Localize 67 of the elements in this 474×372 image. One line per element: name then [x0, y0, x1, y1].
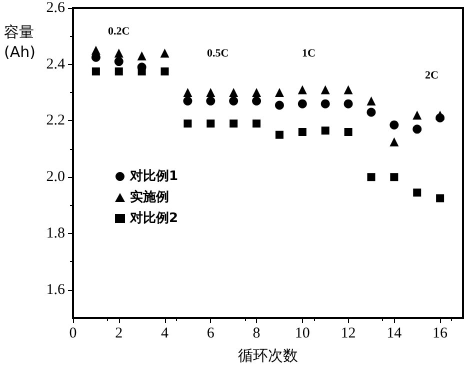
x-tick-label: 16 — [432, 326, 448, 342]
point — [320, 85, 330, 94]
legend-label: 对比例2 — [129, 211, 178, 226]
point — [298, 99, 307, 108]
legend-label: 对比例1 — [129, 169, 178, 184]
point — [344, 85, 353, 94]
point — [274, 88, 284, 98]
point — [321, 126, 330, 135]
point — [320, 99, 330, 108]
y-tick-label: 1.6 — [46, 282, 66, 298]
x-tick-label: 12 — [340, 326, 356, 342]
point — [436, 194, 444, 202]
point — [274, 100, 284, 110]
y-tick-label: 1.8 — [46, 225, 65, 242]
annotation: 1C — [302, 48, 316, 60]
point — [229, 88, 238, 98]
point — [412, 124, 422, 134]
point — [252, 96, 262, 106]
point — [160, 48, 170, 58]
point — [298, 128, 306, 136]
point — [160, 67, 169, 76]
point — [184, 120, 192, 128]
point — [206, 120, 215, 128]
legend-label: 实施例 — [130, 189, 169, 205]
point — [229, 96, 238, 106]
point — [298, 85, 307, 94]
x-tick-label: 4 — [161, 326, 170, 342]
point — [390, 120, 399, 130]
point — [206, 96, 216, 106]
point — [114, 48, 124, 58]
point — [413, 188, 422, 197]
x-tick-label: 8 — [252, 326, 260, 342]
x-tick-label: 6 — [206, 326, 215, 342]
point — [114, 57, 124, 66]
annotation: 0.2C — [108, 26, 130, 38]
x-tick-label: 2 — [115, 326, 123, 342]
point — [344, 99, 353, 108]
y-tick-label: 2.6 — [46, 0, 66, 16]
y-axis-title: 容量 (Ah) — [4, 23, 36, 61]
annotation: 0.5C — [207, 48, 229, 60]
point — [366, 96, 376, 106]
point — [206, 88, 216, 98]
point — [367, 173, 376, 182]
point — [412, 110, 422, 120]
point — [252, 88, 262, 98]
y-tick-label: 2.4 — [46, 56, 66, 72]
x-axis-title: 循环次数 — [238, 346, 298, 364]
point — [114, 67, 123, 76]
point — [183, 96, 192, 106]
y-tick-label: 2.0 — [46, 169, 65, 186]
point — [230, 120, 238, 128]
point — [275, 130, 284, 139]
x-tick-label: 10 — [294, 326, 310, 342]
point — [366, 108, 376, 117]
x-tick-label: 14 — [386, 326, 402, 342]
y-tick-label: 2.2 — [46, 112, 65, 129]
point — [183, 88, 192, 98]
point — [137, 51, 146, 60]
point — [252, 120, 261, 128]
x-tick-label: 0 — [69, 326, 77, 342]
annotation: 2C — [425, 70, 438, 82]
point — [390, 173, 398, 182]
point — [390, 137, 399, 146]
point — [92, 67, 100, 76]
point — [436, 110, 445, 120]
point — [91, 46, 100, 55]
point — [344, 128, 352, 136]
